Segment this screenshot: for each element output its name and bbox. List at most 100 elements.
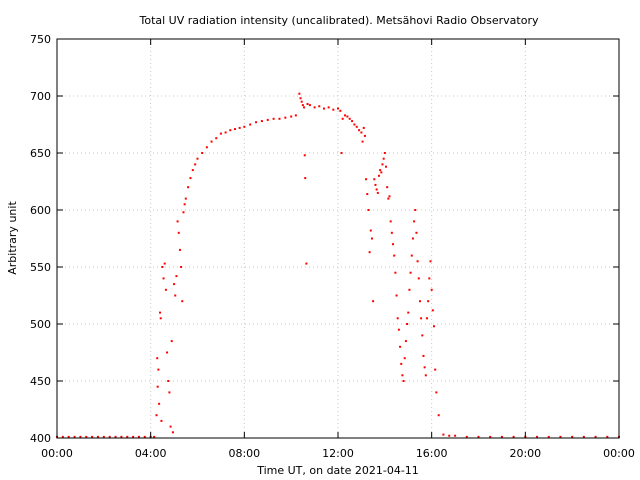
y-tick-label: 450 <box>30 375 51 388</box>
data-point <box>91 435 94 438</box>
x-tick-label: 20:00 <box>509 447 541 460</box>
data-point <box>159 311 162 314</box>
data-point <box>425 317 428 320</box>
data-point <box>429 260 432 263</box>
x-tick-label: 12:00 <box>322 447 354 460</box>
x-tick-label: 04:00 <box>135 447 167 460</box>
data-point <box>408 288 411 291</box>
y-tick-label: 400 <box>30 432 51 445</box>
data-point <box>156 385 159 388</box>
data-point <box>160 419 163 422</box>
data-point <box>255 121 258 124</box>
data-point <box>272 117 275 120</box>
data-point <box>582 435 585 438</box>
data-point <box>181 300 184 303</box>
data-point <box>396 317 399 320</box>
data-point <box>448 434 451 437</box>
data-point <box>512 435 515 438</box>
data-point <box>189 177 192 180</box>
data-point <box>85 435 88 438</box>
data-point <box>389 220 392 223</box>
data-point <box>182 211 185 214</box>
data-point <box>402 380 405 382</box>
data-point <box>346 115 349 118</box>
data-point <box>368 251 371 254</box>
data-point <box>536 435 539 438</box>
data-point <box>394 271 397 274</box>
data-point <box>278 117 281 120</box>
data-point <box>370 237 373 240</box>
data-point <box>500 435 503 438</box>
data-point <box>423 366 426 369</box>
data-point <box>137 435 140 438</box>
data-point <box>337 107 339 110</box>
data-point <box>465 435 468 438</box>
data-point <box>164 288 167 291</box>
data-point <box>571 435 574 438</box>
data-point <box>175 275 178 278</box>
data-point <box>215 137 218 140</box>
data-point <box>348 117 351 120</box>
data-point <box>290 115 293 118</box>
data-point <box>266 118 269 121</box>
data-point <box>157 368 160 371</box>
data-point <box>108 435 111 438</box>
data-point <box>365 178 368 181</box>
data-point <box>489 435 492 438</box>
data-point <box>305 262 308 265</box>
data-point <box>430 288 433 291</box>
data-point <box>414 209 417 211</box>
x-tick-label: 00:00 <box>41 447 73 460</box>
data-point <box>362 126 365 129</box>
data-point <box>170 340 173 343</box>
data-point <box>427 300 430 303</box>
data-point <box>205 146 208 149</box>
y-tick-label: 500 <box>30 318 51 331</box>
data-point <box>303 154 306 157</box>
data-point <box>158 402 161 405</box>
data-point <box>410 254 413 257</box>
data-point <box>433 325 436 328</box>
data-point <box>404 340 407 343</box>
data-point <box>353 123 356 126</box>
data-point <box>420 317 423 320</box>
data-point <box>298 92 301 95</box>
data-point <box>435 391 438 394</box>
data-point <box>327 106 330 109</box>
data-point <box>344 114 347 117</box>
data-point <box>224 131 227 134</box>
data-point <box>284 116 287 119</box>
data-point <box>382 157 385 160</box>
data-point <box>393 254 396 257</box>
data-point <box>340 152 343 154</box>
data-point <box>421 334 424 337</box>
data-point <box>260 120 263 123</box>
data-point <box>403 357 406 360</box>
data-point <box>437 414 440 417</box>
data-point <box>367 209 370 211</box>
data-point <box>174 294 177 297</box>
data-point <box>173 283 176 286</box>
data-point <box>304 177 307 180</box>
data-point <box>96 435 99 438</box>
data-point <box>407 311 410 314</box>
y-tick-label: 600 <box>30 204 51 217</box>
data-point <box>363 134 366 137</box>
data-point <box>210 140 213 143</box>
data-point <box>339 109 342 112</box>
data-point <box>313 106 316 109</box>
data-point <box>114 435 117 438</box>
data-point <box>301 104 304 107</box>
data-point <box>361 140 364 143</box>
data-point <box>79 435 82 438</box>
data-point <box>180 266 183 268</box>
data-point <box>547 435 550 438</box>
data-point <box>390 231 393 234</box>
data-point <box>161 266 164 268</box>
data-point <box>171 431 174 434</box>
data-point <box>392 243 395 246</box>
data-point <box>373 178 376 181</box>
data-point <box>178 248 181 251</box>
data-point <box>431 309 434 312</box>
data-point <box>406 323 409 325</box>
